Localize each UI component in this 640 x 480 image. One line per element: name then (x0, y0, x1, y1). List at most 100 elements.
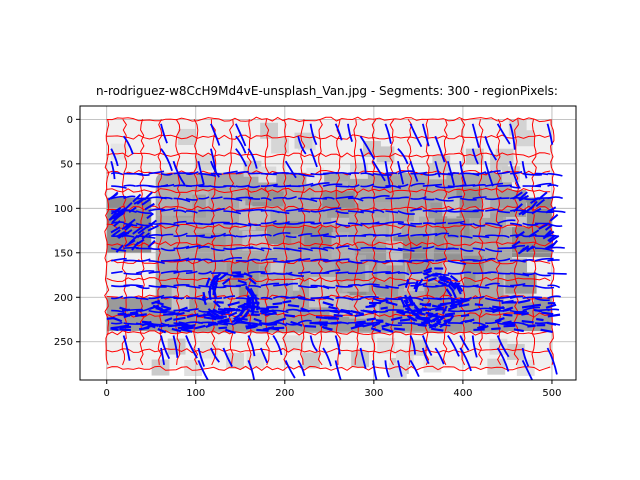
flow-line-window (147, 224, 159, 232)
flow-line-bottom (362, 322, 375, 328)
flow-line (185, 197, 198, 201)
flow-line-bottom (268, 326, 280, 331)
flow-line (298, 197, 318, 203)
segment-fill (335, 261, 366, 282)
flow-line (360, 183, 375, 188)
flow-line (534, 321, 549, 325)
flow-line-bottom (226, 308, 239, 313)
flow-line (372, 271, 391, 274)
segment-boundary (106, 347, 551, 354)
flow-line (385, 260, 405, 263)
flow-line (547, 196, 563, 200)
flow-line (322, 183, 343, 187)
flow-line (298, 297, 316, 302)
flow-line (298, 247, 313, 252)
flow-line (135, 270, 155, 274)
flow-line (160, 148, 173, 172)
flow-line-window (518, 194, 529, 202)
flow-line-bottom (160, 308, 171, 313)
flow-line (110, 160, 116, 180)
flow-line (509, 160, 520, 188)
flow-line-bottom (460, 313, 470, 318)
flow-line-bottom (227, 301, 240, 307)
flow-line-bottom (474, 303, 484, 307)
y-tick-label: 50 (60, 159, 73, 170)
flow-line (248, 247, 265, 252)
flow-line (259, 347, 269, 364)
flow-line (273, 210, 290, 215)
flow-line (384, 123, 392, 144)
flow-line (435, 221, 447, 225)
flow-line (484, 135, 498, 161)
flow-line-window (128, 206, 137, 213)
flow-line (497, 258, 511, 262)
flow-line-window (123, 201, 133, 212)
flow-line-bottom (236, 317, 248, 321)
flow-line (185, 308, 199, 312)
flow-line-window (143, 191, 153, 201)
flow-line-window (146, 212, 154, 220)
flow-line (496, 123, 511, 145)
flow-line (222, 347, 233, 368)
flow-line-wheel (243, 272, 253, 278)
flow-line (484, 282, 500, 287)
flow-line (260, 258, 278, 262)
flow-line (447, 247, 459, 250)
flow-line (497, 284, 515, 288)
flow-line-wheel (456, 283, 464, 292)
flow-line-bottom (393, 327, 405, 331)
flow-line-wheel (202, 291, 207, 302)
flow-line (148, 247, 161, 251)
flow-line-bottom (396, 310, 406, 316)
segment-fill (425, 282, 449, 306)
flow-line (247, 148, 258, 169)
flow-line (210, 259, 224, 262)
flow-line (360, 221, 380, 225)
flow-line (185, 183, 205, 187)
flow-line (248, 270, 266, 274)
flow-line-bottom (488, 306, 498, 312)
flow-line-bottom (385, 300, 398, 306)
flow-line (284, 360, 296, 379)
flow-line-bottom (119, 324, 130, 329)
flow-line (484, 257, 496, 262)
flow-line (273, 322, 287, 327)
flow-line-bottom (181, 324, 193, 329)
flow-line (111, 257, 127, 262)
flow-line (509, 123, 516, 150)
flow-line-wheel (422, 269, 432, 276)
flow-line (223, 222, 238, 225)
flow-line-bottom (371, 322, 381, 328)
flow-line-window (530, 196, 540, 205)
flow-line (435, 197, 454, 202)
flow-line (347, 123, 353, 142)
flow-line (484, 297, 504, 302)
flow-line-bottom (494, 317, 505, 323)
flow-line (372, 195, 390, 200)
flow-line (335, 258, 350, 262)
flow-line (347, 247, 361, 251)
flow-line (297, 233, 313, 237)
segment-boundary (424, 119, 430, 366)
flow-line (185, 234, 205, 237)
chart-title: n-rodriguez-w8CcH9Md4vE-unsplash_Van.jpg… (96, 84, 558, 98)
flow-line (397, 210, 415, 215)
flow-line (410, 271, 423, 274)
segment-fill (487, 358, 506, 375)
flow-line-bottom (443, 318, 452, 323)
flow-line-bottom (282, 300, 292, 304)
flow-line (472, 247, 486, 252)
flow-line (111, 309, 125, 314)
segment-boundary (106, 169, 551, 176)
flow-line (111, 270, 123, 274)
flow-line (260, 197, 272, 201)
flow-line-bottom (431, 304, 444, 310)
flow-line (485, 222, 503, 228)
flow-line-bottom (119, 306, 129, 312)
flow-line (148, 284, 167, 288)
flow-line (422, 245, 435, 250)
flow-line (322, 207, 342, 212)
flow-line (347, 197, 364, 202)
flow-line (235, 246, 254, 250)
flow-line (360, 283, 380, 287)
